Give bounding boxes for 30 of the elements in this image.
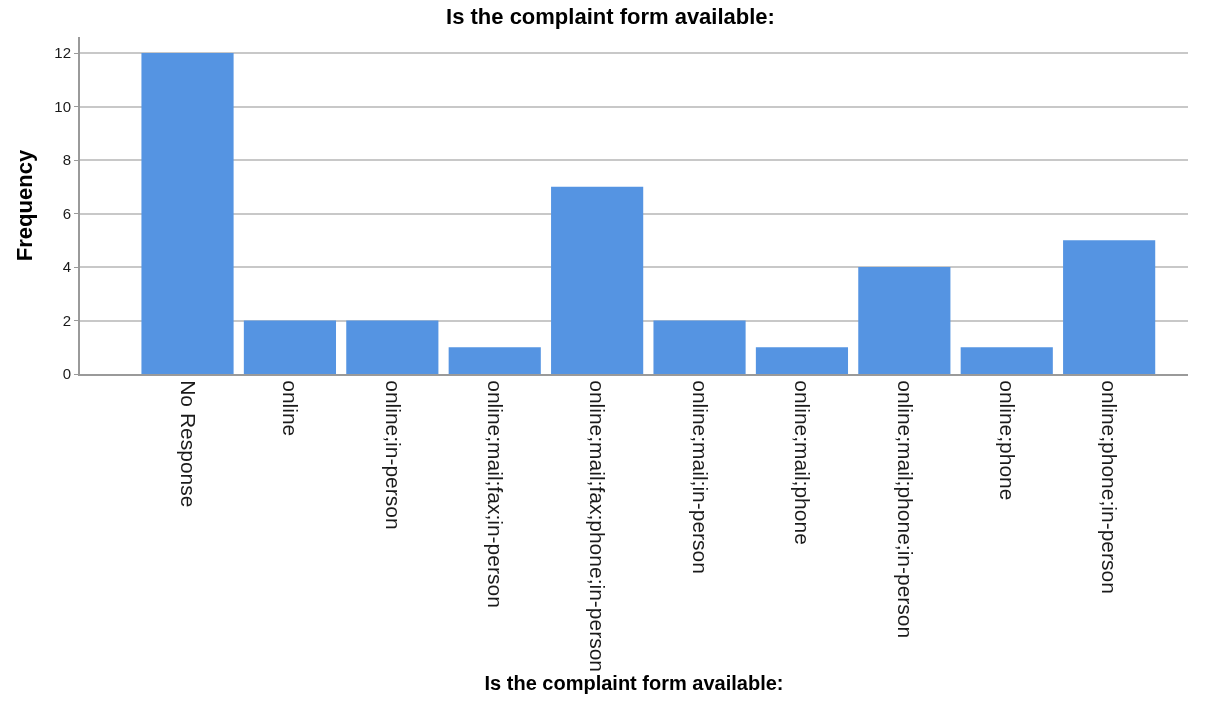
bar <box>448 347 541 374</box>
bar <box>141 53 234 374</box>
bar <box>1063 240 1156 374</box>
bar <box>960 347 1053 374</box>
bar <box>653 320 746 374</box>
bar <box>858 267 951 374</box>
x-tick-label: No Response <box>176 380 200 508</box>
chart-title: Is the complaint form available: <box>446 3 775 29</box>
bar <box>243 320 337 374</box>
y-tick-label: 10 <box>54 97 71 115</box>
x-tick-label: online;mail;fax;in-person <box>483 380 507 608</box>
bar <box>755 347 849 374</box>
x-tick-label: online;in-person <box>381 380 405 530</box>
y-tick-label: 12 <box>54 44 71 62</box>
y-tick-label: 4 <box>62 258 71 276</box>
y-tick-label: 0 <box>62 365 71 383</box>
y-axis-title: Frequency <box>11 149 37 262</box>
x-tick-label: online;mail;in-person <box>688 380 712 574</box>
y-tick-label: 2 <box>62 311 71 329</box>
x-tick-label: online;phone;in-person <box>1098 380 1122 594</box>
y-tick-label: 8 <box>62 151 71 169</box>
x-tick-label: online <box>279 380 303 437</box>
x-tick-label: online;mail;fax;phone;in-person <box>586 380 610 673</box>
x-tick-label: online;mail;phone;in-person <box>893 380 917 639</box>
x-tick-label: online;phone <box>995 380 1019 501</box>
x-axis-title: Is the complaint form available: <box>484 672 784 695</box>
y-tick-label: 6 <box>62 204 71 222</box>
bar <box>551 186 644 374</box>
x-tick-label: online;mail;phone <box>791 380 815 545</box>
bar <box>346 320 439 374</box>
